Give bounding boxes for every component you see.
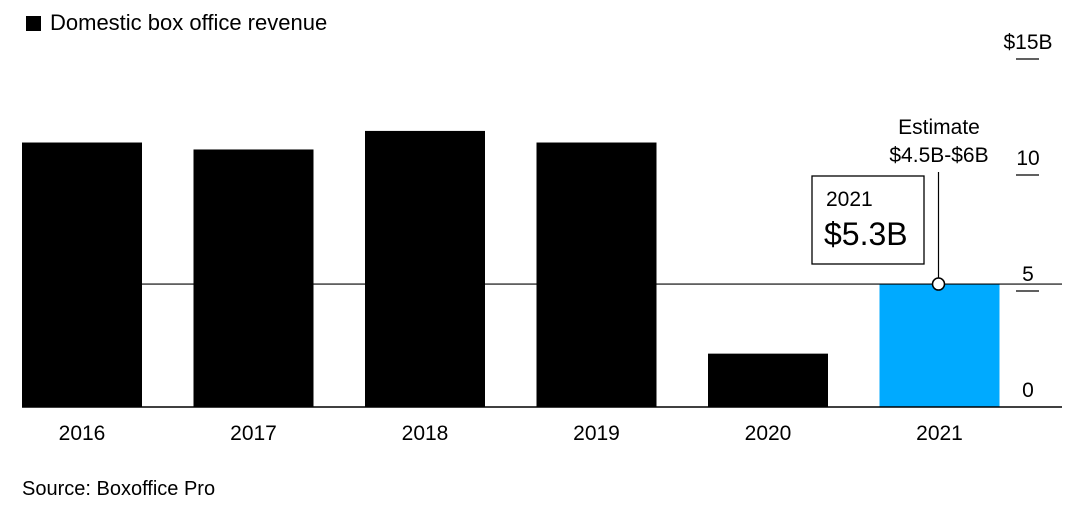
estimate-marker xyxy=(931,277,946,291)
x-tick-label-2020: 2020 xyxy=(745,422,792,445)
bar-2018 xyxy=(365,130,485,408)
axis-layer: 2016 2017 2018 2019 2020 2021 0 5 10 $15B xyxy=(22,31,1062,445)
y-tick-label-0: 0 xyxy=(1022,379,1034,402)
bar-chart: 2016 2017 2018 2019 2020 2021 0 5 10 $15B Estimat… xyxy=(22,31,1062,445)
source-note: Source: Boxoffice Pro xyxy=(22,478,216,500)
annotation-layer: Estimate $4.5B-$6B 2021 $5.3B xyxy=(811,116,989,291)
callout-box xyxy=(811,175,925,265)
y-tick-label-10: 10 xyxy=(1016,147,1039,170)
legend-label: Domestic box office revenue xyxy=(50,10,328,35)
x-tick-label-2018: 2018 xyxy=(402,422,449,445)
legend-swatch xyxy=(26,15,41,31)
y-tick-label-15: $15B xyxy=(1003,31,1052,54)
bar-2021 xyxy=(879,284,1000,407)
legend: Domestic box office revenue xyxy=(26,8,327,38)
bar-2020 xyxy=(708,353,828,407)
x-tick-label-2019: 2019 xyxy=(573,422,620,445)
bar-2016 xyxy=(22,142,142,407)
callout-value: $5.3B xyxy=(824,216,908,252)
x-tick-label-2021: 2021 xyxy=(916,422,963,445)
callout-year: 2021 xyxy=(826,188,873,211)
bars-layer xyxy=(22,130,1000,408)
x-tick-label-2017: 2017 xyxy=(230,422,277,445)
bar-2017 xyxy=(193,149,314,408)
x-tick-label-2016: 2016 xyxy=(59,422,106,445)
estimate-range: $4.5B-$6B xyxy=(889,144,988,167)
estimate-title: Estimate xyxy=(898,116,980,139)
y-tick-label-5: 5 xyxy=(1022,263,1034,286)
bar-2019 xyxy=(536,142,657,407)
